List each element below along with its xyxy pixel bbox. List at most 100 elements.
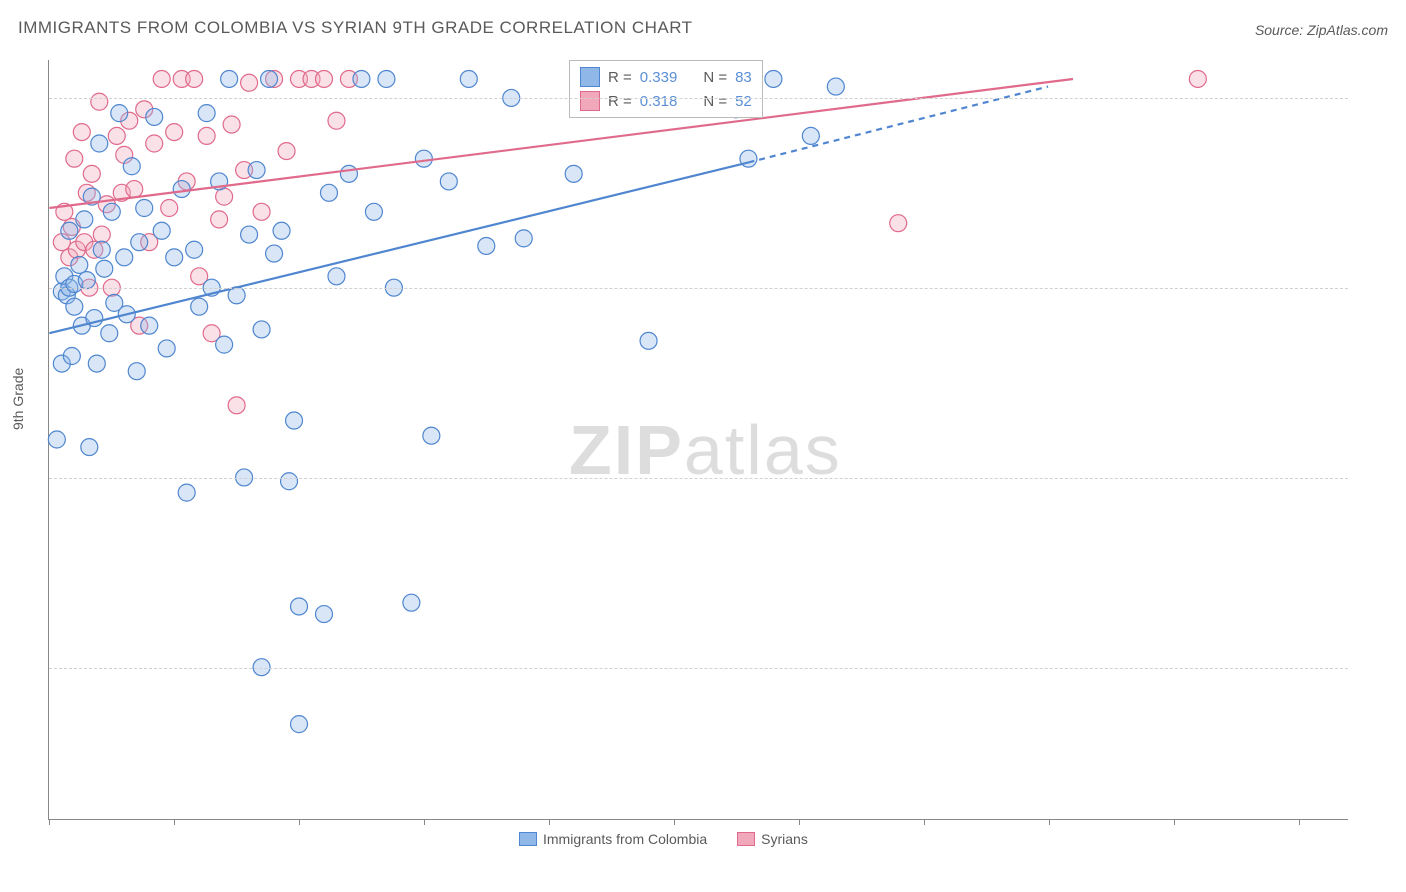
data-point-syrians — [83, 165, 100, 182]
data-point-colombia — [76, 211, 93, 228]
legend-stats: R =0.339N =83R =0.318N =52 — [569, 60, 763, 118]
data-point-colombia — [221, 70, 238, 87]
r-label: R = — [608, 69, 632, 86]
legend-label: Immigrants from Colombia — [543, 831, 707, 847]
x-tick — [674, 819, 675, 825]
x-tick — [1299, 819, 1300, 825]
data-point-colombia — [365, 203, 382, 220]
legend-swatch-icon — [737, 832, 755, 846]
x-tick — [799, 819, 800, 825]
data-point-colombia — [328, 268, 345, 285]
data-point-colombia — [141, 317, 158, 334]
data-point-syrians — [66, 150, 83, 167]
r-label: R = — [608, 93, 632, 110]
gridline-h — [49, 668, 1348, 669]
r-value: 0.318 — [640, 93, 678, 110]
plot-area: ZIPatlas R =0.339N =83R =0.318N =52 Immi… — [48, 60, 1348, 820]
chart-container: IMMIGRANTS FROM COLOMBIA VS SYRIAN 9TH G… — [0, 0, 1406, 892]
data-point-syrians — [126, 181, 143, 198]
data-point-colombia — [123, 158, 140, 175]
n-label: N = — [703, 93, 727, 110]
source-attribution: Source: ZipAtlas.com — [1255, 22, 1388, 38]
data-point-syrians — [186, 70, 203, 87]
data-point-syrians — [1189, 70, 1206, 87]
data-point-colombia — [88, 355, 105, 372]
data-point-colombia — [281, 473, 298, 490]
data-point-colombia — [191, 298, 208, 315]
data-point-colombia — [81, 439, 98, 456]
data-point-colombia — [101, 325, 118, 342]
data-point-colombia — [403, 594, 420, 611]
x-tick — [549, 819, 550, 825]
data-point-colombia — [440, 173, 457, 190]
legend-series: Immigrants from Colombia Syrians — [519, 831, 808, 847]
data-point-colombia — [266, 245, 283, 262]
data-point-syrians — [228, 397, 245, 414]
x-tick — [1174, 819, 1175, 825]
data-point-colombia — [186, 241, 203, 258]
data-point-colombia — [66, 298, 83, 315]
data-point-colombia — [136, 200, 153, 217]
data-point-colombia — [353, 70, 370, 87]
gridline-h — [49, 478, 1348, 479]
gridline-h — [49, 288, 1348, 289]
data-point-colombia — [96, 260, 113, 277]
data-point-colombia — [765, 70, 782, 87]
data-point-colombia — [565, 165, 582, 182]
r-value: 0.339 — [640, 69, 678, 86]
data-point-syrians — [241, 74, 258, 91]
data-point-colombia — [241, 226, 258, 243]
x-tick — [49, 819, 50, 825]
data-point-colombia — [61, 222, 78, 239]
data-point-colombia — [158, 340, 175, 357]
x-tick — [174, 819, 175, 825]
data-point-colombia — [93, 241, 110, 258]
data-point-syrians — [253, 203, 270, 220]
data-point-syrians — [316, 70, 333, 87]
legend-stat-row-colombia: R =0.339N =83 — [580, 65, 752, 89]
data-point-colombia — [71, 256, 88, 273]
data-point-colombia — [253, 321, 270, 338]
data-point-colombia — [111, 105, 128, 122]
data-point-colombia — [316, 606, 333, 623]
data-point-syrians — [216, 188, 233, 205]
gridline-h — [49, 98, 1348, 99]
x-tick — [424, 819, 425, 825]
data-point-syrians — [91, 93, 108, 110]
data-point-syrians — [73, 124, 90, 141]
data-point-syrians — [93, 226, 110, 243]
chart-title: IMMIGRANTS FROM COLOMBIA VS SYRIAN 9TH G… — [18, 18, 693, 38]
data-point-colombia — [166, 249, 183, 266]
data-point-colombia — [63, 348, 80, 365]
data-point-colombia — [91, 135, 108, 152]
data-point-syrians — [328, 112, 345, 129]
data-point-colombia — [415, 150, 432, 167]
data-point-colombia — [378, 70, 395, 87]
data-point-syrians — [146, 135, 163, 152]
data-point-colombia — [128, 363, 145, 380]
data-point-colombia — [286, 412, 303, 429]
data-point-colombia — [273, 222, 290, 239]
data-point-colombia — [291, 598, 308, 615]
legend-label: Syrians — [761, 831, 808, 847]
data-point-colombia — [515, 230, 532, 247]
data-point-colombia — [131, 234, 148, 251]
legend-swatch-icon — [580, 91, 600, 111]
data-point-colombia — [116, 249, 133, 266]
data-point-colombia — [48, 431, 65, 448]
n-value: 83 — [735, 69, 752, 86]
legend-swatch-icon — [519, 832, 537, 846]
data-point-colombia — [261, 70, 278, 87]
legend-item: Immigrants from Colombia — [519, 831, 707, 847]
data-point-colombia — [198, 105, 215, 122]
data-point-syrians — [153, 70, 170, 87]
data-point-colombia — [827, 78, 844, 95]
chart-svg — [49, 60, 1348, 819]
x-tick — [924, 819, 925, 825]
legend-item: Syrians — [737, 831, 808, 847]
data-point-syrians — [166, 124, 183, 141]
n-value: 52 — [735, 93, 752, 110]
data-point-colombia — [216, 336, 233, 353]
data-point-colombia — [640, 332, 657, 349]
data-point-colombia — [103, 203, 120, 220]
